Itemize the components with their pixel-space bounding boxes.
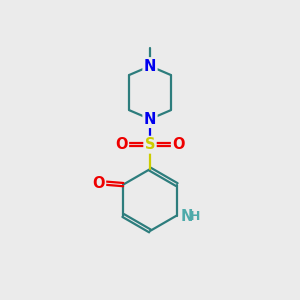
Text: N: N xyxy=(144,58,156,74)
Text: O: O xyxy=(172,137,185,152)
Text: S: S xyxy=(145,137,155,152)
Text: H: H xyxy=(190,210,200,223)
Text: N: N xyxy=(180,208,193,224)
Text: O: O xyxy=(92,176,105,190)
Text: N: N xyxy=(144,112,156,127)
Text: O: O xyxy=(115,137,128,152)
